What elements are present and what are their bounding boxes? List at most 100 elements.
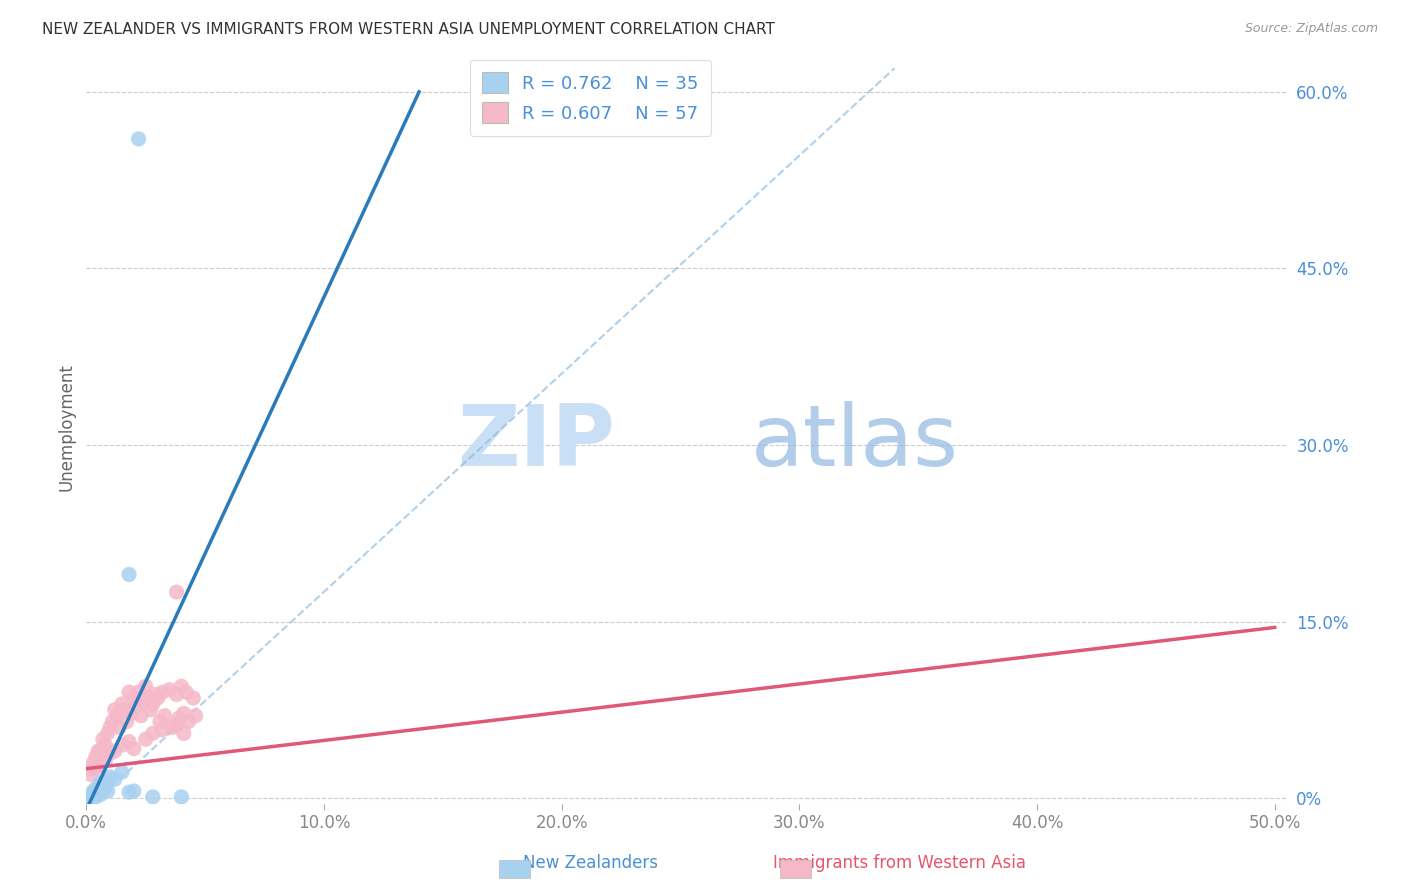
- Point: [122, 691, 145, 706]
- Point: [111, 697, 134, 711]
- Point: [111, 738, 134, 752]
- Text: atlas: atlas: [751, 401, 959, 483]
- Point: [98, 747, 121, 761]
- Point: [80, 789, 103, 803]
- Point: [122, 784, 145, 798]
- Point: [82, 788, 104, 802]
- Point: [108, 721, 131, 735]
- Point: [122, 741, 145, 756]
- Point: [84, 786, 107, 800]
- Point: [142, 789, 165, 804]
- Point: [160, 721, 183, 735]
- Point: [77, 789, 100, 804]
- Point: [90, 744, 112, 758]
- Point: [125, 699, 148, 714]
- Point: [142, 697, 165, 711]
- Text: Immigrants from Western Asia: Immigrants from Western Asia: [773, 855, 1026, 872]
- Point: [105, 708, 128, 723]
- Point: [84, 781, 107, 796]
- Point: [80, 767, 103, 781]
- Point: [90, 776, 112, 790]
- Point: [98, 770, 121, 784]
- Point: [91, 777, 114, 791]
- Point: [118, 734, 141, 748]
- Point: [91, 782, 114, 797]
- Point: [181, 691, 204, 706]
- Point: [97, 726, 120, 740]
- Point: [128, 685, 150, 699]
- Point: [166, 718, 188, 732]
- Point: [173, 726, 195, 740]
- Point: [82, 789, 104, 803]
- Point: [82, 784, 104, 798]
- Point: [167, 711, 190, 725]
- Point: [128, 132, 150, 146]
- Point: [135, 679, 157, 693]
- Point: [104, 772, 127, 787]
- Point: [149, 714, 172, 729]
- Point: [84, 762, 107, 776]
- Point: [87, 785, 110, 799]
- Point: [104, 703, 127, 717]
- Point: [146, 691, 169, 706]
- Point: [80, 789, 103, 804]
- Point: [84, 788, 107, 802]
- Point: [87, 780, 110, 795]
- Point: [84, 750, 107, 764]
- Point: [120, 706, 142, 721]
- Point: [94, 754, 117, 768]
- Point: [118, 567, 141, 582]
- Point: [184, 708, 207, 723]
- Point: [150, 685, 173, 699]
- Point: [98, 721, 121, 735]
- Point: [90, 758, 112, 772]
- Point: [104, 744, 127, 758]
- Point: [82, 756, 104, 770]
- Point: [159, 682, 181, 697]
- Point: [174, 685, 197, 699]
- Point: [80, 789, 103, 804]
- Point: [90, 785, 112, 799]
- Point: [173, 706, 195, 721]
- Y-axis label: Unemployment: Unemployment: [58, 363, 75, 491]
- Point: [118, 785, 141, 799]
- Point: [153, 708, 176, 723]
- Point: [97, 784, 120, 798]
- Point: [82, 789, 104, 804]
- Text: NEW ZEALANDER VS IMMIGRANTS FROM WESTERN ASIA UNEMPLOYMENT CORRELATION CHART: NEW ZEALANDER VS IMMIGRANTS FROM WESTERN…: [42, 22, 775, 37]
- Text: New Zealanders: New Zealanders: [523, 855, 658, 872]
- Point: [90, 781, 112, 796]
- Point: [118, 685, 141, 699]
- Point: [94, 774, 117, 789]
- Point: [139, 703, 162, 717]
- Point: [135, 732, 157, 747]
- Point: [143, 688, 166, 702]
- Point: [94, 780, 117, 795]
- Point: [115, 714, 138, 729]
- Point: [150, 723, 173, 737]
- Point: [132, 695, 155, 709]
- Point: [87, 786, 110, 800]
- Point: [94, 738, 117, 752]
- Point: [166, 585, 188, 599]
- Point: [87, 786, 110, 800]
- Point: [136, 691, 159, 706]
- Point: [87, 744, 110, 758]
- Point: [170, 679, 193, 693]
- Point: [80, 762, 103, 776]
- Point: [84, 789, 107, 804]
- Point: [112, 703, 135, 717]
- Text: ZIP: ZIP: [457, 401, 614, 483]
- Point: [166, 688, 188, 702]
- Point: [91, 732, 114, 747]
- Point: [142, 726, 165, 740]
- Point: [90, 788, 112, 802]
- Point: [111, 765, 134, 780]
- Point: [101, 714, 124, 729]
- Text: Source: ZipAtlas.com: Source: ZipAtlas.com: [1244, 22, 1378, 36]
- Legend: R = 0.762    N = 35, R = 0.607    N = 57: R = 0.762 N = 35, R = 0.607 N = 57: [470, 60, 711, 136]
- Point: [129, 708, 152, 723]
- Point: [177, 714, 200, 729]
- Point: [87, 785, 110, 799]
- Point: [170, 789, 193, 804]
